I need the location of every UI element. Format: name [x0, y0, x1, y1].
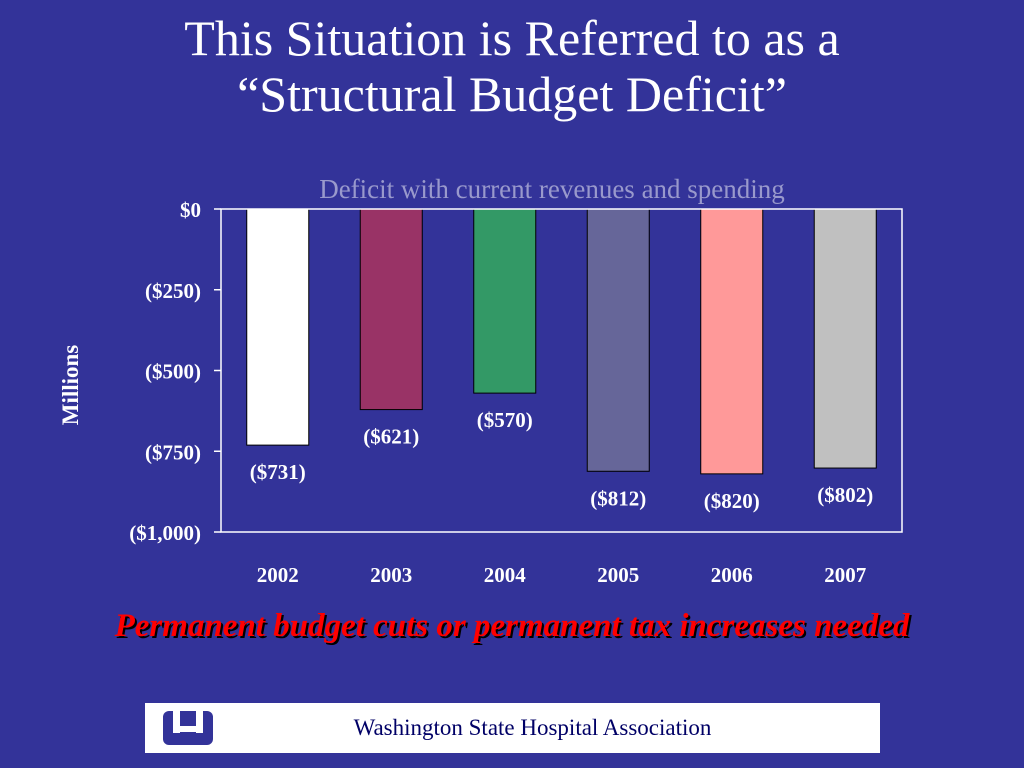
bar-chart: Deficit with current revenues and spendi…	[58, 174, 903, 587]
caption-text: Permanent budget cuts or permanent tax i…	[114, 608, 910, 644]
bar-2002	[246, 208, 310, 446]
x-tick-label: 2003	[370, 563, 412, 587]
footer-banner: Washington State Hospital Association	[145, 703, 880, 753]
y-tick-label: $0	[180, 198, 201, 222]
plot-area-frame	[220, 208, 903, 533]
y-tick-label: ($500)	[145, 360, 201, 384]
data-label: ($812)	[590, 486, 646, 510]
y-axis-label: Millions	[58, 345, 83, 426]
x-tick-label: 2007	[824, 563, 866, 587]
y-tick-label: ($1,000)	[129, 521, 201, 545]
x-tick-label: 2006	[711, 563, 753, 587]
bar-2005	[586, 208, 650, 472]
bar-2007	[813, 208, 877, 469]
chart-subtitle: Deficit with current revenues and spendi…	[319, 174, 785, 204]
slide-title-line-2: “Structural Budget Deficit”	[237, 66, 787, 122]
footer-organization-name: Washington State Hospital Association	[353, 715, 712, 740]
y-tick-label: ($750)	[145, 440, 201, 464]
slide-title: This Situation is Referred to as a “Stru…	[0, 10, 1024, 122]
x-tick-label: 2004	[484, 563, 527, 587]
data-label: ($731)	[250, 460, 306, 484]
slide-title-line-1: This Situation is Referred to as a	[184, 10, 840, 66]
y-tick-label: ($250)	[145, 279, 201, 303]
x-tick-label: 2005	[597, 563, 639, 587]
data-label: ($570)	[477, 408, 533, 432]
data-label: ($802)	[817, 483, 873, 507]
data-label: ($621)	[363, 425, 419, 449]
wsha-logo-icon	[163, 711, 213, 745]
bar-2006	[700, 208, 764, 475]
data-label: ($820)	[704, 489, 760, 513]
bar-2004	[473, 208, 537, 394]
x-tick-label: 2002	[257, 563, 299, 587]
bar-2003	[359, 208, 423, 411]
